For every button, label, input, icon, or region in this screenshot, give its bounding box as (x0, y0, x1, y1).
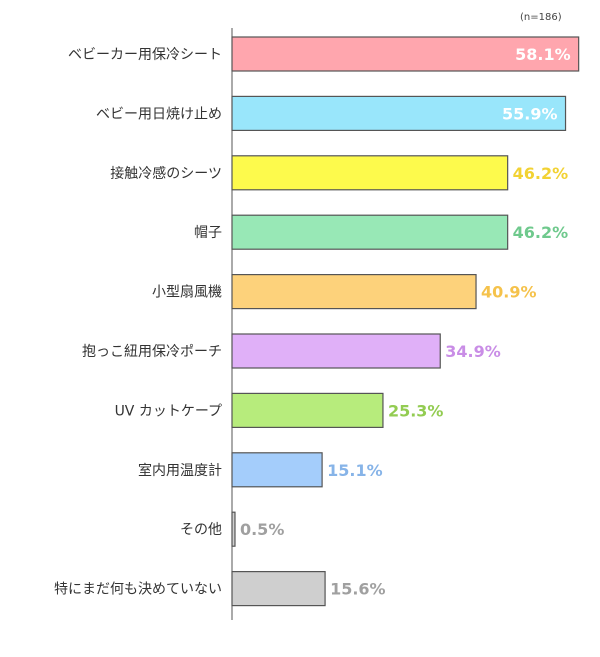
bar (231, 392, 384, 428)
category-label: 接触冷感のシーツ (110, 165, 222, 182)
category-label: 室内用温度計 (138, 462, 222, 479)
value-label: 15.1% (327, 461, 383, 480)
category-label: その他 (180, 522, 222, 538)
value-label: 15.6% (330, 580, 386, 599)
value-label: 40.9% (481, 283, 537, 302)
value-label: 58.1% (515, 45, 571, 64)
category-label: UV カットケープ (115, 403, 222, 419)
bar (231, 274, 477, 310)
bar (231, 95, 567, 132)
category-label: 帽子 (194, 225, 222, 241)
bar (231, 511, 236, 547)
value-label: 25.3% (388, 401, 444, 420)
value-label: 0.5% (240, 520, 284, 539)
bar (231, 36, 580, 72)
category-label: 小型扇風機 (152, 285, 222, 301)
category-label: 抱っこ紐用保冷ポーチ (82, 344, 222, 360)
bar (231, 452, 323, 488)
value-label: 55.9% (502, 104, 558, 123)
category-label: ベビーカー用保冷シート (68, 47, 222, 63)
value-label: 46.2% (513, 164, 569, 183)
sample-size-note: (n=186) (520, 12, 562, 23)
bar (231, 570, 326, 607)
bar (231, 214, 509, 250)
value-label: 34.9% (445, 342, 501, 361)
category-label: 特にまだ何も決めていない (54, 582, 222, 598)
bar (231, 155, 509, 191)
category-label: ベビー用日焼け止め (96, 106, 222, 122)
value-label: 46.2% (513, 223, 569, 242)
bar (231, 333, 441, 369)
